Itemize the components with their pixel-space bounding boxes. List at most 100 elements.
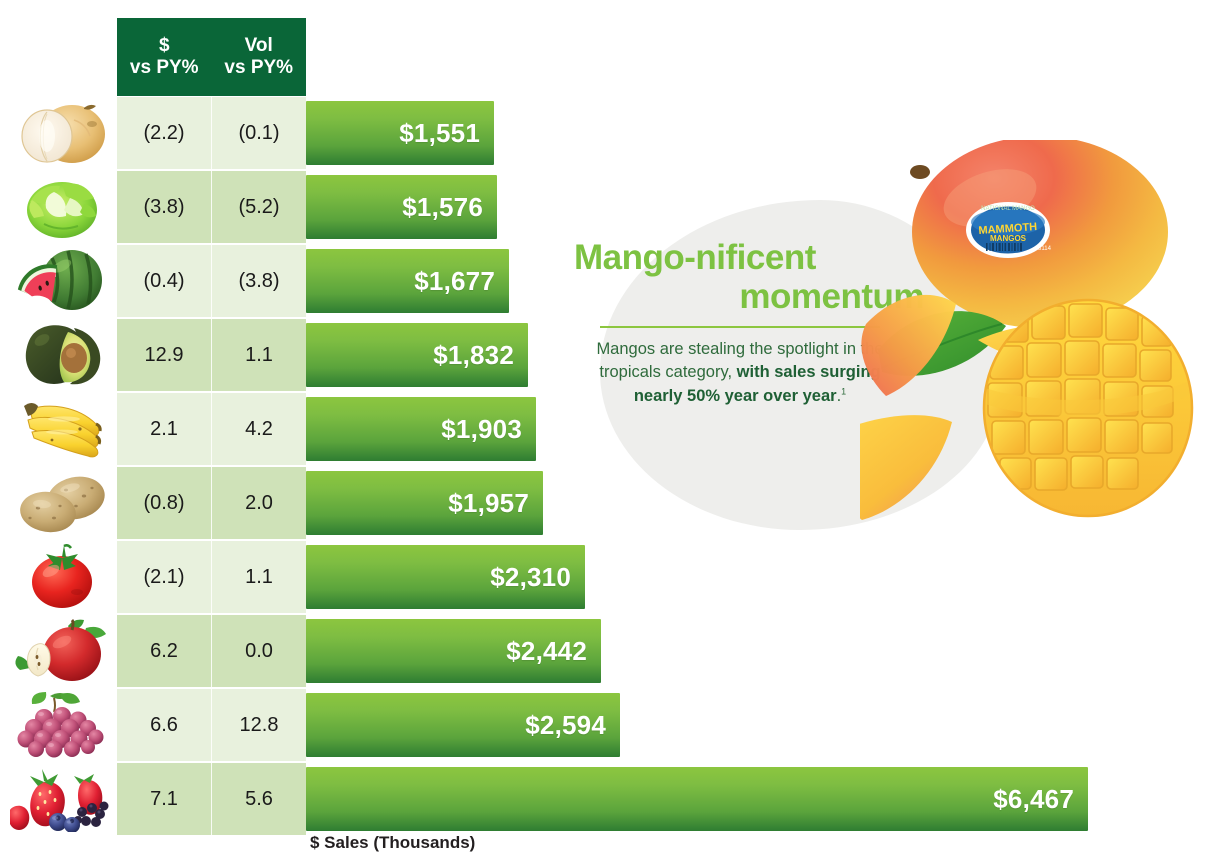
grapes-icon (8, 689, 116, 761)
cell-dollar-vs-py: (0.4) (143, 269, 185, 292)
table-header: $ vs PY% Vol vs PY% (117, 18, 306, 96)
body-copy-plain-2: . (836, 386, 842, 405)
cell-dollar-vs-py: 2.1 (150, 417, 178, 440)
svg-text:NATIONAL MANGO: NATIONAL MANGO (981, 206, 1035, 212)
table-row-cells: 2.1 4.2 (117, 393, 306, 465)
cell-vol-vs-py: 1.1 (211, 319, 306, 391)
sales-bar: $2,442 (306, 619, 601, 683)
mango-cubes (984, 303, 1192, 491)
sales-bar: $2,310 (306, 545, 585, 609)
table-row-cells: 6.6 12.8 (117, 689, 306, 761)
table-row-cells: 7.1 5.6 (117, 763, 306, 835)
table-row: (0.4) (3.8) $1,677 (0, 245, 1130, 317)
svg-text:3114: 3114 (1038, 246, 1052, 252)
potato-icon (8, 467, 116, 539)
column-header-dollar-line1: $ (158, 34, 170, 56)
sales-chart: $ vs PY% Vol vs PY% (2.2) (0.1) $1,551 (3.… (0, 18, 1130, 852)
table-row: 12.9 1.1 $1,832 (0, 319, 1130, 391)
cell-dollar-vs-py: (0.8) (143, 491, 185, 514)
column-header-dollar-line2: vs PY% (129, 57, 199, 78)
mango-illustration: MAMMOTH MANGOS 3114 NATIONAL MANGO (860, 140, 1194, 520)
cell-dollar-vs-py: (2.2) (143, 121, 185, 144)
table-row: (2.1) 1.1 $2,310 (0, 541, 1130, 613)
table-row: (0.8) 2.0 $1,957 (0, 467, 1130, 539)
bar-value-label: $1,832 (433, 339, 514, 370)
bar-value-label: $2,442 (506, 635, 587, 666)
bar-track: $2,594 (306, 693, 1130, 757)
table-row-cells: (2.2) (0.1) (117, 97, 306, 169)
mammoth-mangos-sticker: MAMMOTH MANGOS 3114 NATIONAL MANGO (966, 202, 1052, 258)
cell-dollar-vs-py: 6.6 (150, 713, 178, 736)
x-axis-label: $ Sales (Thousands) (310, 833, 476, 852)
bar-track: $2,310 (306, 545, 1130, 609)
body-copy-plain-1: Mangos are stealing the spotlight in the… (596, 340, 884, 382)
cell-dollar-vs-py: 12.9 (144, 343, 184, 366)
cell-dollar-vs-py: 6.2 (150, 639, 178, 662)
bar-track: $1,832 (306, 323, 1130, 387)
watermelon-icon (8, 245, 116, 317)
table-row: 6.2 0.0 $2,442 (0, 615, 1130, 687)
bar-value-label: $2,310 (490, 561, 571, 592)
whole-mango: MAMMOTH MANGOS 3114 NATIONAL MANGO (910, 140, 1168, 328)
column-header-dollar-vs-py: $ vs PY% (117, 18, 212, 96)
apple-icon (8, 615, 116, 687)
mango-headline-line1: Mango-nificent (574, 238, 816, 277)
sales-bar: $6,467 (306, 767, 1088, 831)
column-header-vol-vs-py: Vol vs PY% (212, 18, 307, 96)
cell-vol-vs-py: 2.0 (211, 467, 306, 539)
bar-track: $1,903 (306, 397, 1130, 461)
mango-promo-panel: Mango-nificent momentum Mangos are steal… (560, 140, 1205, 620)
headline-divider (600, 326, 880, 328)
svg-text:MANGOS: MANGOS (990, 234, 1027, 243)
cell-vol-vs-py: (5.2) (211, 171, 306, 243)
bar-value-label: $1,957 (448, 487, 529, 518)
mango-slice-upper (861, 294, 956, 396)
cell-dollar-vs-py: (2.1) (143, 565, 185, 588)
cell-dollar-vs-py: 7.1 (150, 787, 178, 810)
sales-bar: $1,832 (306, 323, 528, 387)
bar-track: $6,467 (306, 767, 1130, 831)
tomato-icon (8, 541, 116, 613)
table-row-cells: (3.8) (5.2) (117, 171, 306, 243)
cell-vol-vs-py: 4.2 (211, 393, 306, 465)
mango-body-copy: Mangos are stealing the spotlight in the… (580, 338, 900, 408)
sales-bar: $2,594 (306, 693, 620, 757)
bar-track: $1,677 (306, 249, 1130, 313)
avocado-icon (8, 319, 116, 391)
table-row: 2.1 4.2 $1,903 (0, 393, 1130, 465)
bar-track: $2,442 (306, 619, 1130, 683)
cell-vol-vs-py: 12.8 (211, 689, 306, 761)
bar-track: $1,576 (306, 175, 1130, 239)
mango-hedgehog-cut (982, 298, 1194, 518)
cell-dollar-vs-py: (3.8) (143, 195, 185, 218)
table-row: 6.6 12.8 $2,594 (0, 689, 1130, 761)
svg-text:MAMMOTH: MAMMOTH (978, 221, 1037, 237)
bar-value-label: $2,594 (525, 709, 606, 740)
column-header-vol-line2: vs PY% (224, 57, 294, 78)
sales-bar: $1,903 (306, 397, 536, 461)
bar-value-label: $6,467 (993, 783, 1074, 814)
sales-bar: $1,957 (306, 471, 543, 535)
column-header-vol-line1: Vol (244, 34, 273, 56)
table-row-cells: (0.4) (3.8) (117, 245, 306, 317)
cell-vol-vs-py: 1.1 (211, 541, 306, 613)
mango-slice-lower (860, 415, 952, 520)
table-row-cells: 12.9 1.1 (117, 319, 306, 391)
table-row-cells: 6.2 0.0 (117, 615, 306, 687)
berries-icon (8, 763, 116, 835)
body-copy-bold: with sales surging nearly 50% year over … (633, 363, 881, 405)
cell-vol-vs-py: (0.1) (211, 97, 306, 169)
table-row-cells: (0.8) 2.0 (117, 467, 306, 539)
bar-track: $1,551 (306, 101, 1130, 165)
bar-value-label: $1,551 (399, 117, 480, 148)
onion-icon (8, 97, 116, 169)
mango-artwork: MAMMOTH MANGOS 3114 NATIONAL MANGO (860, 140, 1205, 560)
bar-track: $1,957 (306, 471, 1130, 535)
footnote-marker: 1 (841, 386, 847, 397)
cell-vol-vs-py: (3.8) (211, 245, 306, 317)
chart-rows: (2.2) (0.1) $1,551 (3.8) (5.2) $1,576 (0.4)(… (0, 97, 1130, 837)
table-row-cells: (2.1) 1.1 (117, 541, 306, 613)
banana-icon (8, 393, 116, 465)
sales-bar: $1,551 (306, 101, 494, 165)
lettuce-icon (8, 171, 116, 243)
